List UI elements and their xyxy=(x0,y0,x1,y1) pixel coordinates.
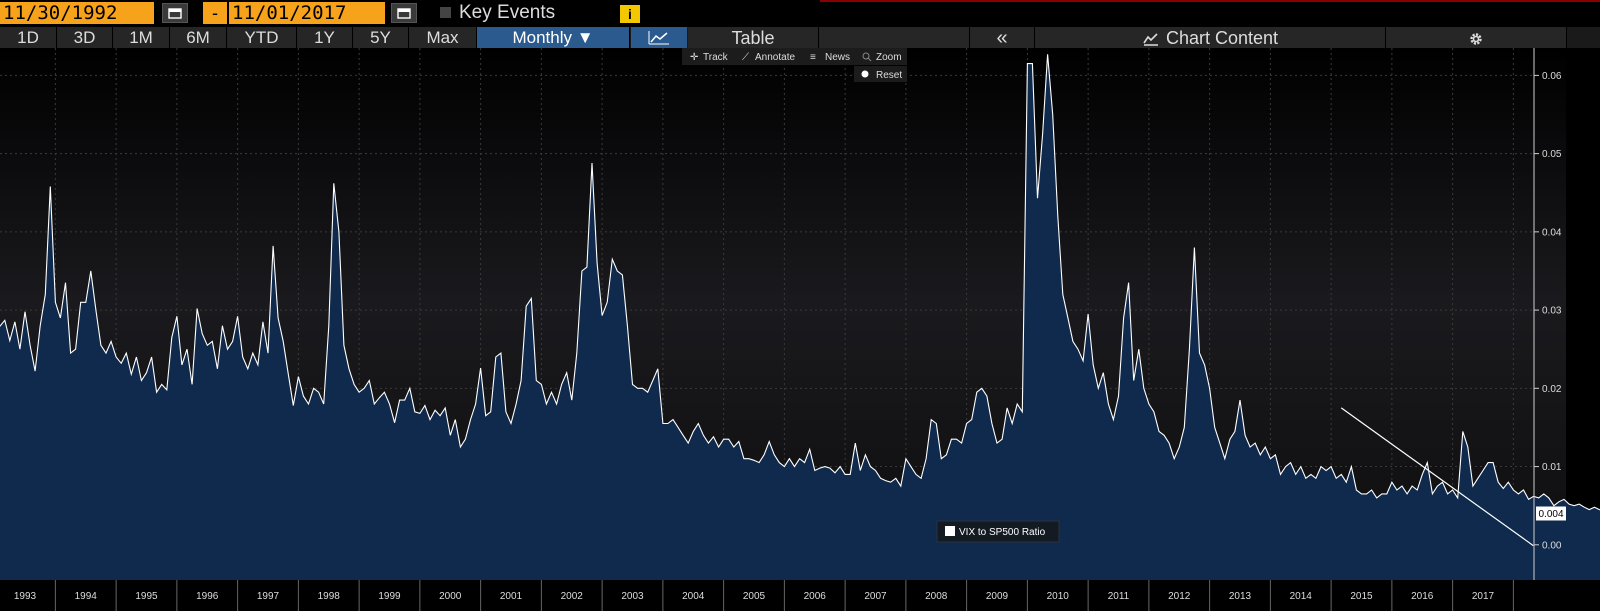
x-tick-label: 2004 xyxy=(682,591,705,602)
svg-text:⟋: ⟋ xyxy=(742,52,749,63)
range-1y-button[interactable]: 1Y xyxy=(297,27,353,48)
x-tick-label: 2014 xyxy=(1290,591,1313,602)
x-tick-label: 2001 xyxy=(500,591,523,602)
trend-line[interactable] xyxy=(1340,407,1534,547)
x-tick-label: 1998 xyxy=(318,591,341,602)
end-calendar-button[interactable] xyxy=(391,3,417,23)
range-1d-button[interactable]: 1D xyxy=(0,27,57,48)
range-ytd-button[interactable]: YTD xyxy=(227,27,297,48)
reset-label: Reset xyxy=(876,70,902,81)
table-button[interactable]: Table xyxy=(688,27,819,48)
x-tick-label: 1996 xyxy=(196,591,219,602)
legend-label: VIX to SP500 Ratio xyxy=(959,527,1046,538)
svg-text:✛: ✛ xyxy=(690,52,698,63)
range-max-button[interactable]: Max xyxy=(409,27,477,48)
collapse-button[interactable]: « xyxy=(970,27,1035,49)
y-axis-ticks: 0.00 0.01 0.02 0.03 0.04 0.05 0.06 xyxy=(1534,71,1562,551)
svg-text:≡: ≡ xyxy=(810,52,816,63)
x-tick-label: 1993 xyxy=(14,591,37,602)
zoom-label: Zoom xyxy=(876,52,902,63)
y-tick-label: 0.04 xyxy=(1542,227,1562,238)
y-tick-label: 0.05 xyxy=(1542,149,1562,160)
x-tick-label: 2016 xyxy=(1411,591,1434,602)
date-range-bar: 11/30/1992 - 11/01/2017 Key Events i xyxy=(0,0,1600,26)
annotate-tool[interactable]: ⟋ Annotate xyxy=(742,52,795,63)
checkbox-icon xyxy=(440,7,451,19)
info-button[interactable]: i xyxy=(620,5,640,23)
y-tick-label: 0.06 xyxy=(1542,71,1562,82)
reset-tool[interactable]: Reset xyxy=(861,70,903,81)
x-tick-label: 2008 xyxy=(925,591,948,602)
calendar-icon xyxy=(397,8,411,19)
x-tick-label: 2005 xyxy=(743,591,766,602)
y-tick-label: 0.02 xyxy=(1542,384,1562,395)
date-separator: - xyxy=(203,2,227,24)
x-tick-label: 2017 xyxy=(1472,591,1495,602)
x-tick-label: 2003 xyxy=(621,591,644,602)
range-1m-button[interactable]: 1M xyxy=(113,27,170,48)
x-tick-label: 1995 xyxy=(135,591,158,602)
chart-content-icon xyxy=(1143,33,1158,46)
x-tick-label: 2006 xyxy=(804,591,827,602)
x-tick-label: 1994 xyxy=(75,591,98,602)
annotate-label: Annotate xyxy=(755,52,795,63)
x-tick-label: 2011 xyxy=(1108,591,1130,602)
x-tick-label: 2010 xyxy=(1047,591,1070,602)
chart-type-button[interactable] xyxy=(631,27,687,48)
frequency-dropdown[interactable]: Monthly ▼ xyxy=(477,27,630,48)
legend: VIX to SP500 Ratio xyxy=(936,520,1060,543)
series-line xyxy=(0,54,1600,511)
track-label: Track xyxy=(703,52,729,63)
key-events-label: Key Events xyxy=(459,2,556,23)
chart-content-button[interactable]: Chart Content xyxy=(1035,27,1386,48)
settings-button[interactable] xyxy=(1386,27,1567,48)
chart-content-label: Chart Content xyxy=(1165,28,1279,48)
reset-icon xyxy=(861,70,869,78)
calendar-icon xyxy=(168,8,182,19)
x-tick-label: 2013 xyxy=(1229,591,1252,602)
x-tick-label: 2000 xyxy=(439,591,462,602)
vix-sp500-ratio-chart[interactable]: 0.000.010.020.030.040.050.06 1993 1994 199… xyxy=(0,48,1600,611)
x-tick-label: 1999 xyxy=(378,591,401,602)
gear-icon xyxy=(1470,33,1482,45)
start-calendar-button[interactable] xyxy=(162,3,188,23)
line-chart-icon xyxy=(648,31,669,45)
series-area-fill xyxy=(0,54,1600,580)
top-accent-line xyxy=(820,0,1600,2)
x-tick-label: 2002 xyxy=(561,591,584,602)
range-6m-button[interactable]: 6M xyxy=(170,27,227,48)
toolbar-spacer xyxy=(819,27,970,48)
chart-tools: ✛ Track ⟋ Annotate ≡ News Zoom Reset xyxy=(682,48,907,82)
track-tool[interactable]: ✛ Track xyxy=(690,52,729,63)
key-events-toggle[interactable]: Key Events xyxy=(440,3,555,23)
range-3d-button[interactable]: 3D xyxy=(57,27,113,48)
x-tick-label: 2009 xyxy=(986,591,1009,602)
y-tick-label: 0.00 xyxy=(1542,540,1562,551)
x-tick-label: 2007 xyxy=(864,591,887,602)
range-5y-button[interactable]: 5Y xyxy=(353,27,409,48)
news-label: News xyxy=(825,52,850,63)
x-axis-band xyxy=(0,580,1566,611)
last-value-badge: 0.004 xyxy=(1536,506,1566,521)
range-selector-bar: 1D 3D 1M 6M YTD 1Y 5Y Max Monthly ▼ Tabl… xyxy=(0,27,1600,49)
x-tick-label: 1997 xyxy=(257,591,280,602)
x-tick-label: 2012 xyxy=(1168,591,1191,602)
x-tick-label: 2015 xyxy=(1350,591,1373,602)
y-tick-label: 0.03 xyxy=(1542,306,1562,317)
end-date-input[interactable]: 11/01/2017 xyxy=(229,2,385,24)
x-axis-ticks: 1993 1994 1995 1996 1997 1998 1999 2000 2001 2002… xyxy=(14,580,1514,611)
news-tool[interactable]: ≡ News xyxy=(810,52,850,63)
legend-swatch xyxy=(945,526,955,536)
last-value-label: 0.004 xyxy=(1538,509,1563,520)
start-date-input[interactable]: 11/30/1992 xyxy=(0,2,154,24)
zoom-tool[interactable]: Zoom xyxy=(862,52,902,63)
y-tick-label: 0.01 xyxy=(1542,462,1562,473)
